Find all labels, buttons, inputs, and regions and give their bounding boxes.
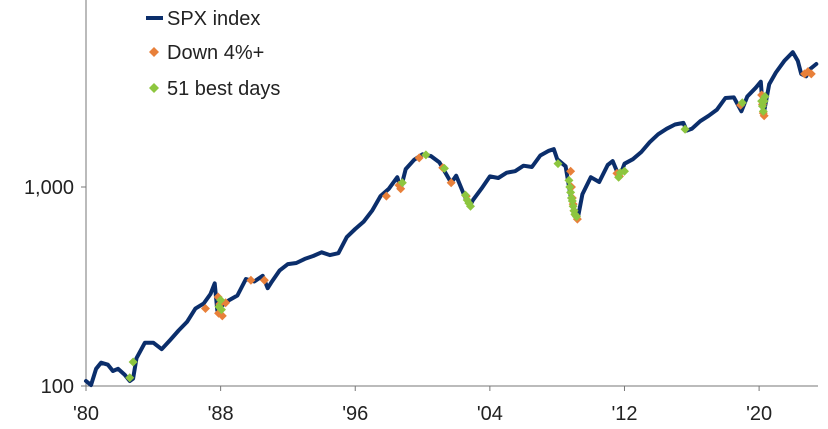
marker-51-best-days <box>125 373 135 383</box>
legend-label: Down 4%+ <box>167 42 264 64</box>
marker-down-4 <box>806 69 816 79</box>
x-tick-label: '12 <box>611 403 637 425</box>
marker-51-best-days <box>566 187 576 197</box>
series-line-spx-index <box>84 50 819 388</box>
marker-down-4 <box>246 275 256 285</box>
marker-down-4 <box>381 191 391 201</box>
marker-51-best-days <box>564 175 574 185</box>
markers-layer <box>125 67 816 383</box>
marker-51-best-days <box>421 150 431 160</box>
legend-label: SPX index <box>167 8 260 30</box>
marker-51-best-days <box>397 178 407 188</box>
x-tick-label: '04 <box>477 403 503 425</box>
marker-51-best-days <box>572 212 582 222</box>
marker-down-4 <box>259 275 269 285</box>
marker-down-4 <box>414 153 424 163</box>
marker-down-4 <box>446 178 456 188</box>
marker-51-best-days <box>619 166 629 176</box>
marker-51-best-days <box>128 357 138 367</box>
marker-down-4 <box>217 311 227 321</box>
y-tick-label: 100 <box>41 376 74 398</box>
x-tick-label: '80 <box>73 403 99 425</box>
x-tick-label: '20 <box>746 403 772 425</box>
marker-51-best-days <box>466 201 476 211</box>
x-tick-label: '96 <box>342 403 368 425</box>
marker-51-best-days <box>216 295 226 305</box>
marker-down-4 <box>200 304 210 314</box>
marker-51-best-days <box>216 305 226 315</box>
marker-down-4 <box>566 166 576 176</box>
marker-51-best-days <box>760 91 770 101</box>
marker-51-best-days <box>737 98 747 108</box>
series-layer <box>84 50 819 388</box>
marker-51-best-days <box>565 182 575 192</box>
chart-axes: 100 1,000 '80 '88 '96 '04 '12 '20 <box>24 0 818 425</box>
marker-51-best-days <box>758 106 768 116</box>
legend: SPX index Down 4%+ 51 best days <box>146 8 280 100</box>
y-tick-label: 1,000 <box>24 177 74 199</box>
x-tick-label: '88 <box>208 403 234 425</box>
marker-51-best-days <box>553 159 563 169</box>
legend-swatch-diamond <box>149 47 159 57</box>
legend-swatch-diamond <box>149 83 159 93</box>
marker-51-best-days <box>439 163 449 173</box>
legend-label: 51 best days <box>167 78 280 100</box>
marker-51-best-days <box>680 124 690 134</box>
